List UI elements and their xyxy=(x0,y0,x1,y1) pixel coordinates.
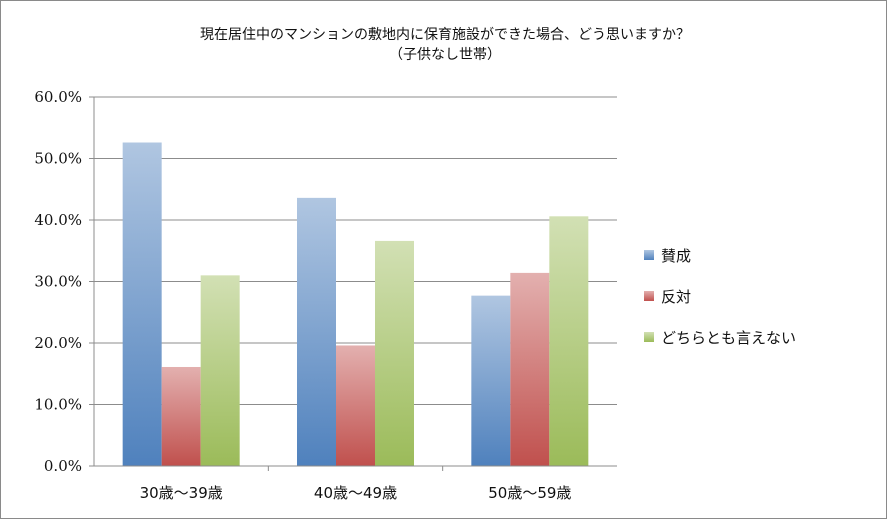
x-category-label: 30歳〜39歳 xyxy=(140,484,223,502)
bar-2-0 xyxy=(471,295,511,466)
legend-swatch xyxy=(644,250,654,260)
legend-label: どちらとも言えない xyxy=(661,329,796,347)
bar-2-2 xyxy=(549,216,589,466)
legend-label: 賛成 xyxy=(661,247,691,265)
y-tick-label: 50.0% xyxy=(34,150,82,168)
bar-0-2 xyxy=(200,275,240,466)
bars xyxy=(122,142,589,467)
bar-1-1 xyxy=(336,345,375,466)
chart-title: 現在居住中のマンションの敷地内に保育施設ができた場合、どう思いますか？ xyxy=(200,27,690,43)
x-category-labels: 30歳〜39歳 40歳〜49歳 50歳〜59歳 xyxy=(140,484,572,502)
axes xyxy=(89,96,617,471)
bar-0-0 xyxy=(122,142,162,466)
y-tick-label: 20.0% xyxy=(34,334,82,352)
y-tick-labels: 0.0% 10.0% 20.0% 30.0% 40.0% 50.0% 60.0% xyxy=(34,88,82,475)
y-tick-label: 30.0% xyxy=(34,273,82,291)
y-tick-label: 10.0% xyxy=(34,396,82,414)
legend-swatch xyxy=(644,291,654,301)
legend-label: 反対 xyxy=(661,288,691,306)
bar-0-1 xyxy=(161,366,201,466)
bar-1-2 xyxy=(375,240,414,466)
x-category-label: 40歳〜49歳 xyxy=(314,484,397,502)
legend-swatch xyxy=(644,332,654,342)
y-tick-label: 0.0% xyxy=(44,457,82,475)
y-tick-label: 40.0% xyxy=(34,211,82,229)
y-tick-label: 60.0% xyxy=(34,88,82,106)
bar-1-0 xyxy=(297,197,336,467)
chart-subtitle: （子供なし世帯） xyxy=(389,47,501,63)
x-category-label: 50歳〜59歳 xyxy=(488,484,571,502)
bar-2-1 xyxy=(510,272,550,466)
